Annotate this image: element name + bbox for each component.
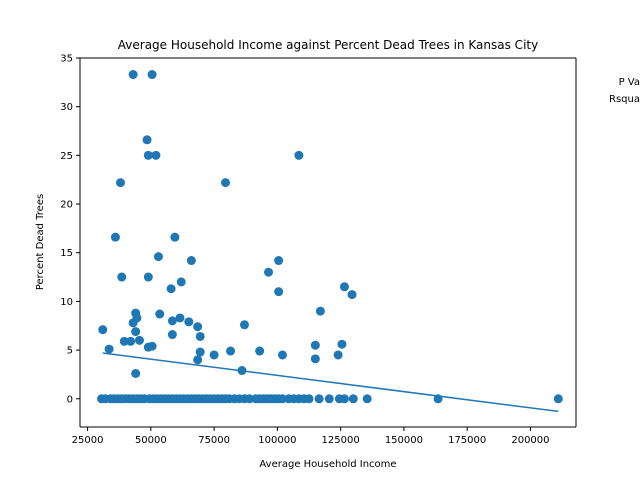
data-point-16 xyxy=(176,277,186,287)
y-tick-label-15: 15 xyxy=(60,248,73,259)
data-point-14 xyxy=(117,272,127,282)
data-point-3 xyxy=(143,150,153,160)
data-point-31 xyxy=(98,325,108,335)
data-point-37 xyxy=(126,336,136,346)
y-tick-label-35: 35 xyxy=(60,54,73,65)
data-point-39 xyxy=(147,341,157,351)
data-point-33 xyxy=(167,330,177,340)
p-value-annotation: P Va xyxy=(619,77,640,88)
data-point-2 xyxy=(142,135,152,145)
x-tick-label-150000: 150000 xyxy=(385,435,423,446)
data-point-36 xyxy=(119,336,129,346)
data-point-9 xyxy=(170,232,180,242)
data-point-46 xyxy=(277,350,287,360)
y-tick-label-30: 30 xyxy=(60,102,73,113)
data-point-30 xyxy=(193,322,203,332)
data-point-26 xyxy=(128,318,138,328)
x-tick-label-100000: 100000 xyxy=(258,435,296,446)
data-point-107 xyxy=(339,394,349,404)
data-point-0 xyxy=(128,70,138,80)
x-tick-label-25000: 25000 xyxy=(72,435,104,446)
x-tick-label-125000: 125000 xyxy=(322,435,360,446)
data-point-12 xyxy=(274,256,284,266)
data-point-109 xyxy=(362,394,372,404)
trendline xyxy=(102,352,559,413)
r-squared-annotation: Rsqua xyxy=(609,94,640,105)
data-point-50 xyxy=(193,355,203,365)
chart-title: Average Household Income against Percent… xyxy=(118,38,538,52)
data-point-32 xyxy=(131,327,141,337)
data-point-11 xyxy=(186,256,196,266)
data-point-8 xyxy=(110,232,120,242)
data-point-48 xyxy=(209,350,219,360)
data-point-7 xyxy=(221,178,231,188)
data-point-43 xyxy=(226,346,236,356)
data-point-44 xyxy=(195,347,205,357)
data-point-20 xyxy=(347,290,357,300)
data-point-103 xyxy=(304,394,314,404)
data-point-19 xyxy=(274,287,284,297)
data-point-6 xyxy=(115,178,125,188)
y-tick-label-10: 10 xyxy=(60,297,73,308)
data-point-4 xyxy=(151,150,161,160)
data-point-45 xyxy=(255,346,265,356)
x-tick-label-50000: 50000 xyxy=(135,435,167,446)
data-point-28 xyxy=(184,317,194,327)
y-tick-label-20: 20 xyxy=(60,200,73,211)
data-point-34 xyxy=(195,331,205,341)
data-point-90 xyxy=(245,394,255,404)
x-axis-label: Average Household Income xyxy=(259,459,396,470)
data-point-49 xyxy=(310,354,320,364)
data-point-111 xyxy=(553,394,563,404)
data-point-108 xyxy=(348,394,358,404)
data-point-18 xyxy=(166,284,176,294)
data-point-21 xyxy=(315,306,325,316)
data-point-10 xyxy=(153,252,163,262)
scatter-points xyxy=(97,70,563,404)
data-point-42 xyxy=(337,339,347,349)
data-point-17 xyxy=(339,282,349,292)
data-point-1 xyxy=(147,70,157,80)
data-point-13 xyxy=(264,267,274,277)
data-point-105 xyxy=(324,394,334,404)
y-tick-label-5: 5 xyxy=(67,346,73,357)
data-point-47 xyxy=(333,350,343,360)
x-tick-label-175000: 175000 xyxy=(448,435,486,446)
data-point-98 xyxy=(277,394,287,404)
x-tick-label-75000: 75000 xyxy=(198,435,230,446)
y-tick-label-25: 25 xyxy=(60,151,73,162)
trendline-group xyxy=(102,352,559,413)
data-point-40 xyxy=(104,344,114,354)
data-point-5 xyxy=(294,150,304,160)
y-axis-label: Percent Dead Trees xyxy=(35,194,46,290)
plot-area xyxy=(80,58,576,427)
data-point-35 xyxy=(134,335,144,345)
data-point-27 xyxy=(167,316,177,326)
x-tick-label-200000: 200000 xyxy=(511,435,549,446)
data-point-41 xyxy=(310,340,320,350)
data-point-104 xyxy=(314,394,324,404)
data-point-23 xyxy=(155,309,165,319)
data-point-29 xyxy=(239,320,249,330)
y-tick-label-0: 0 xyxy=(67,394,73,405)
x-axis-ticks: 25000 50000 75000 100000 125000 150000 175000 2… xyxy=(72,427,550,446)
y-axis-ticks: 0 5 10 15 20 25 30 35 xyxy=(60,54,80,405)
data-point-15 xyxy=(143,272,153,282)
data-point-25 xyxy=(175,313,185,323)
axes-frame xyxy=(79,57,577,428)
data-point-52 xyxy=(131,368,141,378)
